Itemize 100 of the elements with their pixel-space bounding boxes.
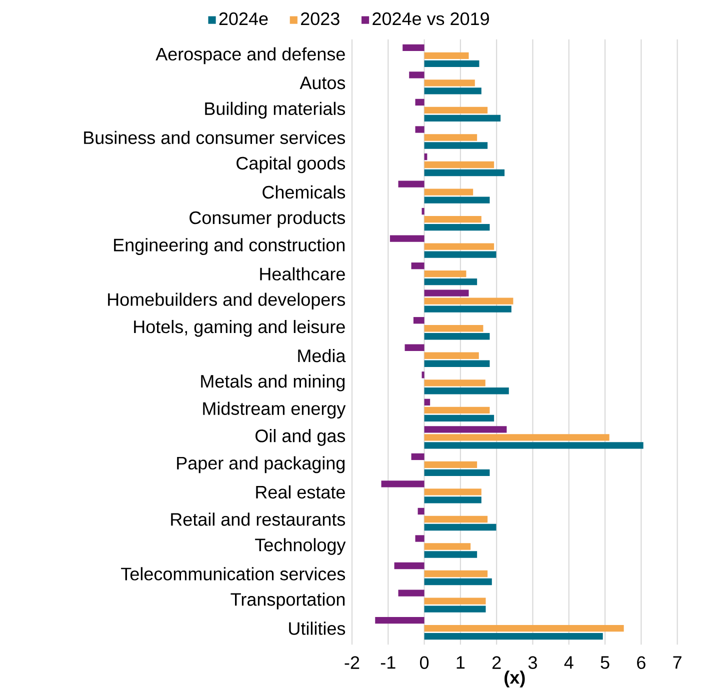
- bar: [424, 461, 478, 468]
- bar: [424, 488, 482, 496]
- bar: [424, 570, 488, 578]
- bar: [424, 161, 494, 168]
- x-tick-label: 2: [492, 656, 501, 669]
- x-tick-label: -1: [380, 656, 396, 669]
- bar: [411, 262, 424, 270]
- y-tick-label: Utilities: [289, 622, 346, 635]
- y-tick-label: Building materials: [205, 102, 346, 119]
- x-tick-label: 7: [673, 656, 682, 669]
- bar: [398, 180, 424, 188]
- bar: [424, 142, 488, 149]
- bar: [424, 524, 496, 531]
- y-tick-label: Hotels, gaming and leisure: [134, 320, 345, 337]
- bar: [424, 106, 488, 114]
- x-tick-label: -2: [344, 656, 360, 669]
- bar: [424, 434, 610, 441]
- bar: [424, 388, 509, 394]
- y-tick-label: Transportation: [230, 592, 345, 610]
- bar: [381, 480, 424, 488]
- y-tick-label: Homebuilders and developers: [108, 292, 346, 310]
- bar: [424, 169, 505, 176]
- bar: [424, 624, 624, 632]
- legend-label: 2023: [301, 12, 340, 26]
- bar: [422, 208, 424, 215]
- bar: [424, 632, 603, 640]
- y-tick-label: Real estate: [256, 485, 345, 499]
- y-tick-label: Consumer products: [190, 210, 346, 228]
- y-tick-label: Healthcare: [260, 267, 345, 280]
- bar: [424, 298, 514, 304]
- y-tick-label: Autos: [300, 76, 346, 90]
- bar: [424, 352, 479, 359]
- bar: [411, 453, 424, 460]
- bar: [424, 134, 478, 141]
- y-tick-label: Midstream energy: [203, 402, 346, 419]
- y-tick-label: Media: [298, 349, 346, 362]
- y-tick-label: Chemicals: [262, 185, 346, 199]
- bar: [424, 216, 482, 223]
- bar: [424, 380, 486, 386]
- y-tick-label: Capital goods: [236, 156, 346, 174]
- bar: [424, 496, 482, 504]
- bar: [375, 616, 424, 624]
- legend-label: 2024e: [219, 12, 268, 26]
- bar: [398, 590, 424, 596]
- bar: [404, 344, 424, 351]
- bar: [415, 535, 424, 542]
- x-tick-label: 4: [564, 656, 574, 669]
- y-tick-label: Oil and gas: [256, 429, 346, 446]
- bar: [424, 578, 492, 586]
- y-tick-label: Retail and restaurants: [171, 512, 346, 526]
- bar: [424, 290, 469, 296]
- y-tick-label: Business and consumer services: [84, 130, 346, 144]
- bar: [418, 508, 424, 515]
- bar: [424, 598, 486, 604]
- bar: [424, 114, 501, 122]
- bar: [424, 551, 478, 558]
- bar: [424, 52, 469, 60]
- bar: [424, 543, 471, 550]
- bar: [422, 372, 424, 378]
- bar: [413, 317, 424, 324]
- bar: [409, 72, 424, 78]
- bar: [424, 398, 430, 406]
- bar: [424, 80, 475, 86]
- bar: [402, 44, 424, 52]
- x-tick-label: 1: [456, 656, 465, 669]
- bar: [424, 606, 486, 612]
- bar: [424, 406, 490, 414]
- y-tick-label: Telecommunication services: [121, 567, 346, 580]
- bar: [424, 333, 490, 340]
- bar: [424, 251, 496, 258]
- x-tick-label: 5: [600, 656, 610, 669]
- bar: [424, 188, 474, 196]
- bar: [424, 325, 484, 332]
- bar: [424, 196, 490, 204]
- bar: [424, 306, 512, 312]
- bar: [424, 224, 490, 231]
- bar: [415, 126, 424, 133]
- bar: [424, 243, 494, 250]
- x-tick-label: 0: [420, 656, 429, 669]
- y-tick-label: Paper and packaging: [177, 456, 345, 474]
- bar: [415, 98, 424, 106]
- x-tick-label: 3: [528, 656, 537, 669]
- bar: [424, 516, 488, 523]
- bar: [424, 60, 480, 68]
- bar: [424, 278, 478, 286]
- bar: [390, 235, 424, 242]
- x-tick-label: 6: [637, 656, 646, 669]
- y-tick-label: Aerospace and defense: [156, 47, 345, 64]
- bar: [424, 360, 490, 367]
- x-axis-title: (x): [504, 670, 525, 688]
- y-tick-label: Engineering and construction: [114, 238, 345, 255]
- legend-label: 2024e vs 2019: [372, 12, 489, 26]
- bar: [424, 426, 507, 433]
- y-tick-label: Technology: [255, 538, 346, 555]
- bar: [424, 469, 490, 476]
- bar: [424, 414, 494, 422]
- bar: [424, 442, 644, 449]
- bar: [424, 88, 482, 94]
- bar: [394, 562, 424, 570]
- bar: [424, 270, 466, 278]
